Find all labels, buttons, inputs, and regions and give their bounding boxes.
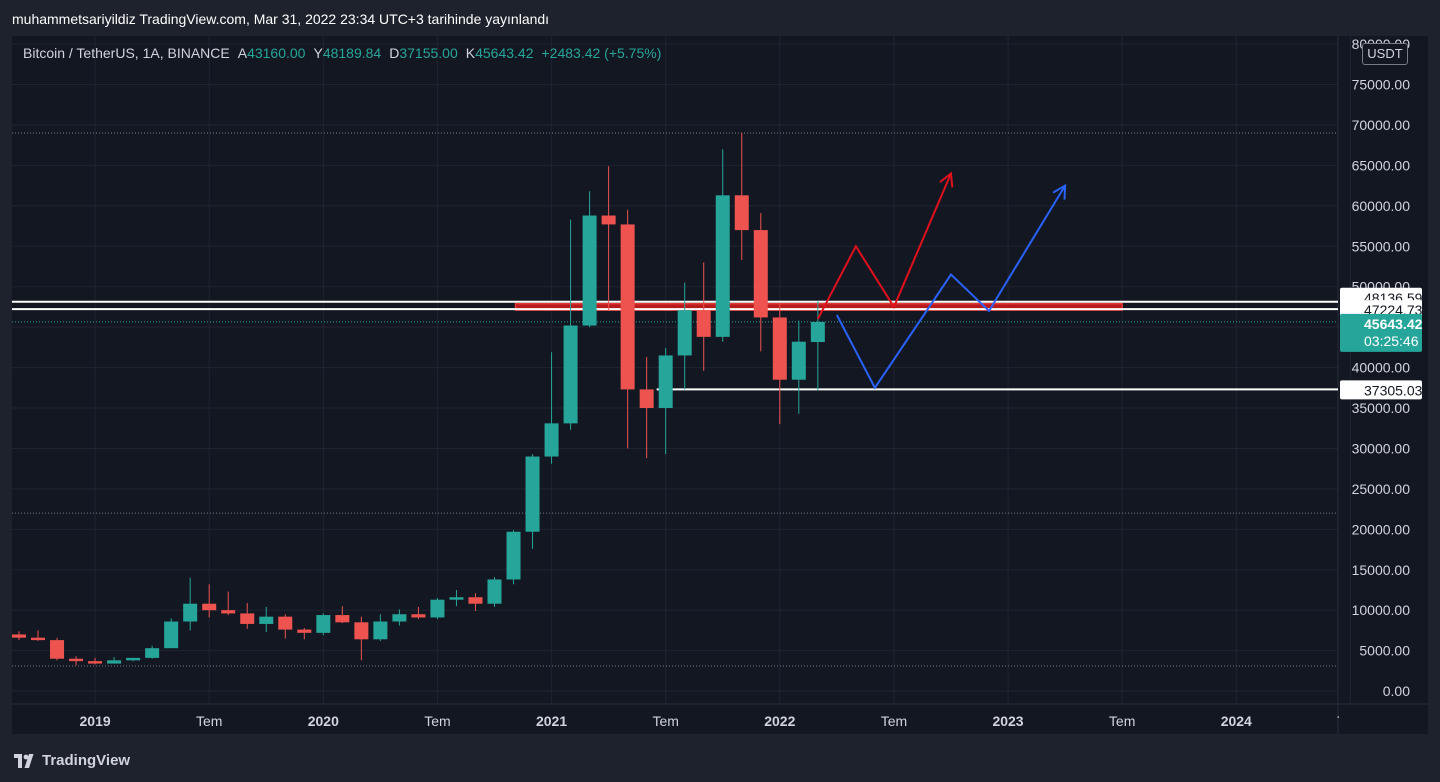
time-axis-label: 2019 [80, 713, 111, 729]
candle-body[interactable] [297, 629, 312, 633]
candle-body[interactable] [183, 603, 198, 622]
candle-body[interactable] [772, 317, 787, 380]
candle-body[interactable] [107, 660, 122, 664]
resistance-zone [514, 302, 1123, 311]
time-axis-label: 2024 [1221, 713, 1252, 729]
price-tick-label: 65000.00 [1352, 157, 1411, 173]
candle-body[interactable] [715, 195, 730, 337]
time-axis-label: 2022 [764, 713, 795, 729]
close-label: K [465, 45, 476, 61]
blue-projection-path[interactable] [835, 185, 1066, 390]
high-value: 48189.84 [322, 45, 382, 61]
candle-body[interactable] [639, 389, 654, 409]
candle-body[interactable] [12, 634, 26, 638]
price-tick-label: 40000.00 [1352, 360, 1411, 376]
time-axis-label: 2021 [536, 713, 567, 729]
tradingview-logo-icon [14, 753, 34, 768]
candle-body[interactable] [582, 215, 597, 326]
candle-body[interactable] [373, 621, 388, 640]
candle-body[interactable] [164, 621, 179, 649]
candle-body[interactable] [430, 599, 445, 618]
candle-body[interactable] [658, 355, 673, 409]
candle-body[interactable] [221, 610, 236, 614]
low-label: D [389, 45, 400, 61]
footer [0, 734, 1440, 782]
time-axis-label: Tem [652, 713, 678, 729]
candle-body[interactable] [50, 640, 65, 659]
last-price-value: 45643.42 [1364, 316, 1423, 332]
red-projection-path[interactable] [816, 173, 952, 320]
time-axis-label: Tem [196, 713, 222, 729]
price-tick-label: 70000.00 [1352, 117, 1411, 133]
price-tick-label: 5000.00 [1359, 643, 1410, 659]
tradingview-logo[interactable]: TradingView [14, 752, 130, 769]
price-tick-label: 60000.00 [1352, 198, 1411, 214]
candle-body[interactable] [354, 622, 369, 640]
open-value: 43160.00 [247, 45, 306, 61]
price-tick-label: 15000.00 [1352, 562, 1411, 578]
candle-body[interactable] [335, 615, 350, 623]
candle-body[interactable] [468, 597, 483, 604]
published-by-text: muhammetsariyildiz TradingView.com, Mar … [12, 11, 550, 27]
price-tick-label: 25000.00 [1352, 481, 1411, 497]
candle-countdown: 03:25:46 [1364, 333, 1419, 349]
blue-arrow-head [1052, 183, 1067, 200]
red-arrow-head [939, 171, 954, 188]
price-tick-label: 55000.00 [1352, 238, 1411, 254]
time-axis-label: Tem [1109, 713, 1135, 729]
high-label: Y [313, 45, 323, 61]
candle-body[interactable] [126, 657, 141, 661]
price-tick-label: 10000.00 [1352, 602, 1411, 618]
candle-body[interactable] [31, 637, 46, 641]
candle-body[interactable] [411, 614, 426, 618]
publish-bar: muhammetsariyildiz TradingView.com, Mar … [0, 0, 1440, 36]
time-axis-label: 2020 [308, 713, 339, 729]
candle-body[interactable] [278, 616, 293, 630]
candle-body[interactable] [88, 661, 103, 664]
candle-body[interactable] [544, 423, 559, 457]
close-value: 45643.42 [475, 45, 534, 61]
time-axis-label: Tem [881, 713, 907, 729]
currency-button[interactable]: USDT [1362, 43, 1408, 65]
price-chart[interactable]: 80000.0075000.0070000.0065000.0060000.00… [12, 36, 1428, 734]
candle-body[interactable] [791, 341, 806, 380]
price-tick-label: 20000.00 [1352, 521, 1411, 537]
candle-body[interactable] [145, 648, 160, 658]
last-price-badge[interactable] [1340, 313, 1422, 352]
candle-body[interactable] [449, 597, 464, 600]
candle-body[interactable] [506, 531, 521, 580]
open-label: A [237, 45, 248, 61]
ohlc-legend: Bitcoin / TetherUS, 1A, BINANCE A43160.00… [23, 45, 661, 61]
time-axis-label: 2023 [992, 713, 1023, 729]
candle-body[interactable] [69, 658, 84, 662]
candle-body[interactable] [525, 456, 540, 532]
candle-body[interactable] [753, 230, 768, 318]
price-tick-label: 0.00 [1383, 683, 1410, 699]
price-tick-label: 35000.00 [1352, 400, 1411, 416]
candle-body[interactable] [620, 224, 635, 390]
candle-body[interactable] [810, 321, 825, 343]
candle-body[interactable] [240, 613, 255, 624]
candle-body[interactable] [259, 616, 274, 624]
candle-body[interactable] [677, 310, 692, 356]
candle-body[interactable] [487, 579, 502, 604]
tradingview-brand: TradingView [42, 752, 131, 769]
horizontal-line-price-value: 37305.03 [1364, 382, 1423, 398]
candle-body[interactable] [734, 195, 749, 231]
candle-body[interactable] [202, 603, 217, 611]
price-tick-label: 30000.00 [1352, 440, 1411, 456]
change-value: +2483.42 (+5.75%) [541, 45, 662, 61]
horizontal-line-price-badge[interactable] [1340, 380, 1422, 400]
low-value: 37155.00 [399, 45, 458, 61]
axis-corner [1339, 705, 1428, 734]
candle-body[interactable] [563, 325, 578, 424]
candle-body[interactable] [392, 614, 407, 622]
time-axis-label: Tem [424, 713, 450, 729]
price-tick-label: 75000.00 [1352, 77, 1411, 93]
candle-body[interactable] [601, 215, 616, 225]
symbol-title[interactable]: Bitcoin / TetherUS, 1A, BINANCE [23, 45, 230, 61]
candle-body[interactable] [316, 615, 331, 633]
candle-body[interactable] [696, 310, 711, 337]
